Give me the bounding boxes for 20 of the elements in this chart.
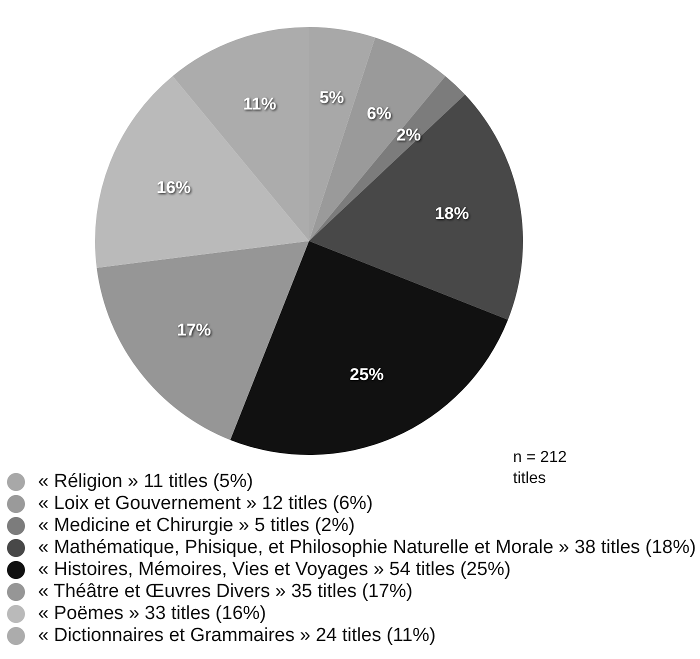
data-label: 2%	[396, 125, 421, 144]
text: n = 212 titles	[513, 448, 568, 488]
data-label: 17%	[177, 320, 212, 340]
legend-label: « Histoires, Mémoires, Vies et Voyages » 54 titles (25%)	[38, 559, 511, 581]
data-label: 11%	[243, 94, 276, 114]
legend-label: « Théâtre et Œuvres Divers » 35 titles (17%)	[38, 581, 413, 603]
pie-slice	[96, 241, 309, 440]
data-label: 18%	[434, 204, 469, 224]
legend-label: « Mathématique, Phisique, et Philosophie Naturelle et Morale » 38 titles (18%)	[38, 537, 696, 559]
legend-label: « Dictionnaires et Grammaires » 24 titles (11%)	[38, 625, 436, 647]
legend-label: « Medicine et Chirurgie » 5 titles (2%)	[38, 515, 355, 537]
data-label: 6%	[366, 104, 392, 123]
data-label: 16%	[156, 178, 191, 197]
pie-slice	[230, 241, 508, 455]
data-label: 5%	[319, 88, 344, 107]
legend-label: « Poëmes » 33 titles (16%)	[38, 603, 266, 625]
legend-label: « Réligion » 11 titles (5%)	[38, 471, 254, 493]
data-label: 25%	[350, 365, 384, 384]
legend-label: « Loix et Gouvernement » 12 titles (6%)	[38, 493, 373, 515]
pie-slice	[95, 76, 309, 268]
